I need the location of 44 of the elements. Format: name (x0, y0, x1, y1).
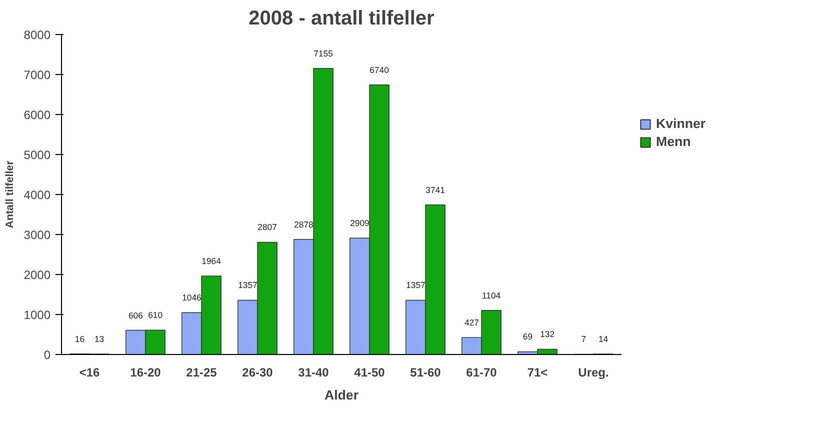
y-tick-label: 6000 (24, 108, 51, 122)
x-axis-title: Alder (324, 388, 359, 402)
data-label: 2909 (350, 218, 370, 228)
data-label: 69 (522, 332, 533, 342)
data-label: 7155 (314, 48, 334, 58)
data-label: 7 (581, 334, 586, 344)
x-tick-label: 16-20 (130, 366, 162, 380)
data-label: 1964 (202, 256, 222, 266)
x-tick-label: 41-50 (354, 366, 386, 380)
data-label: 2807 (258, 222, 278, 232)
legend-label: Menn (656, 134, 691, 149)
y-tick-label: 8000 (24, 28, 51, 42)
data-label: 1046 (182, 292, 202, 303)
x-tick-label: 26-30 (242, 366, 274, 380)
y-axis-title: Antall tilfeller (4, 160, 16, 228)
data-label: 132 (540, 329, 555, 340)
x-tick-label: 71< (527, 366, 548, 380)
x-tick-label: 31-40 (298, 366, 330, 380)
data-label: 1357 (406, 280, 426, 290)
x-tick-label: <16 (79, 366, 100, 380)
data-label: 2878 (294, 219, 314, 230)
data-label: 13 (94, 334, 104, 344)
x-tick-label: Ureg. (578, 366, 609, 380)
y-tick-label: 4000 (24, 188, 51, 202)
y-tick-label: 2000 (24, 268, 51, 282)
x-tick-label: 61-70 (466, 366, 498, 380)
y-tick-label: 5000 (24, 148, 51, 162)
x-tick-label: 21-25 (186, 366, 218, 380)
data-label: 6740 (370, 64, 390, 75)
data-label: 1104 (482, 290, 501, 300)
data-label: 14 (598, 334, 608, 344)
data-label: 427 (464, 317, 480, 328)
y-tick-label: 3000 (24, 228, 51, 242)
data-label: 16 (74, 334, 85, 344)
data-label: 3741 (426, 184, 446, 195)
data-label: 1357 (238, 280, 258, 290)
y-tick-label: 7000 (24, 68, 51, 82)
y-tick-label: 0 (44, 348, 51, 362)
data-label: 606 (128, 310, 144, 320)
chart-title: 2008 - antall tilfeller (248, 8, 435, 30)
x-tick-label: 51-60 (410, 366, 442, 380)
y-tick-label: 1000 (24, 308, 51, 322)
data-label: 610 (148, 310, 163, 320)
legend-label: Kvinner (656, 116, 706, 131)
